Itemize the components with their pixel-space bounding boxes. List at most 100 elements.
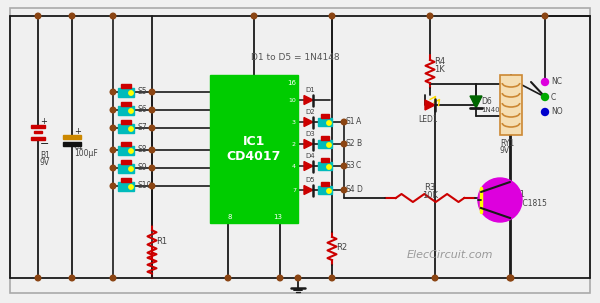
Text: D2: D2 — [305, 109, 314, 115]
Circle shape — [327, 165, 331, 169]
Circle shape — [327, 121, 331, 125]
Text: A: A — [356, 116, 361, 125]
Text: NC: NC — [551, 78, 562, 86]
Text: 8: 8 — [228, 214, 232, 220]
Bar — [121, 178, 131, 181]
Text: D1 to D5 = 1N4148: D1 to D5 = 1N4148 — [251, 54, 340, 62]
Circle shape — [110, 107, 116, 113]
Text: S1: S1 — [346, 116, 355, 125]
Circle shape — [542, 94, 548, 101]
Text: Q1: Q1 — [514, 191, 526, 199]
Circle shape — [129, 185, 133, 189]
Text: R4: R4 — [434, 58, 445, 66]
Circle shape — [542, 78, 548, 85]
Bar — [318, 186, 332, 194]
Bar — [118, 88, 134, 96]
Text: S4: S4 — [346, 185, 356, 194]
Bar — [121, 84, 131, 88]
Circle shape — [327, 143, 331, 147]
Text: S7: S7 — [137, 122, 146, 132]
Bar — [121, 119, 131, 124]
Circle shape — [35, 275, 41, 281]
Text: S10: S10 — [137, 181, 151, 189]
Circle shape — [507, 275, 513, 281]
Polygon shape — [304, 161, 313, 171]
Text: D3: D3 — [305, 131, 315, 137]
Circle shape — [508, 275, 514, 281]
Circle shape — [427, 13, 433, 19]
Circle shape — [129, 149, 133, 153]
Text: R1: R1 — [156, 238, 167, 247]
Text: +: + — [74, 128, 81, 136]
Bar — [321, 114, 329, 118]
Circle shape — [478, 178, 522, 222]
Text: 2: 2 — [292, 142, 296, 146]
Text: S8: S8 — [137, 145, 146, 154]
Bar — [118, 124, 134, 132]
Text: D: D — [356, 185, 362, 194]
Text: S3: S3 — [346, 161, 356, 169]
Circle shape — [149, 89, 155, 95]
Bar — [118, 181, 134, 191]
Circle shape — [251, 13, 257, 19]
Text: −: − — [40, 139, 49, 149]
Text: +: + — [40, 116, 47, 125]
Text: C: C — [356, 161, 361, 169]
Circle shape — [542, 108, 548, 115]
Text: 9V: 9V — [40, 158, 50, 167]
Circle shape — [110, 165, 116, 171]
Polygon shape — [304, 118, 313, 126]
Circle shape — [341, 163, 347, 169]
Bar — [321, 158, 329, 162]
Bar — [118, 145, 134, 155]
Circle shape — [129, 167, 133, 171]
Text: D5: D5 — [305, 177, 314, 183]
Circle shape — [69, 13, 75, 19]
Bar — [121, 142, 131, 145]
Circle shape — [341, 187, 347, 193]
Text: 10: 10 — [288, 98, 296, 102]
Text: RY1: RY1 — [500, 139, 514, 148]
Bar — [121, 159, 131, 164]
Bar — [118, 105, 134, 115]
Bar — [321, 136, 329, 140]
Bar — [318, 162, 332, 170]
Text: 3: 3 — [292, 119, 296, 125]
Circle shape — [149, 183, 155, 189]
Text: LED1: LED1 — [418, 115, 438, 124]
Text: IC1
CD4017: IC1 CD4017 — [227, 135, 281, 163]
Bar — [318, 118, 332, 126]
Polygon shape — [304, 139, 313, 148]
Circle shape — [327, 189, 331, 193]
Circle shape — [69, 275, 75, 281]
Circle shape — [329, 275, 335, 281]
Circle shape — [329, 13, 335, 19]
Polygon shape — [425, 100, 435, 110]
Circle shape — [432, 275, 438, 281]
Bar — [210, 75, 298, 223]
Text: 1N4002: 1N4002 — [481, 107, 509, 113]
Circle shape — [110, 13, 116, 19]
Circle shape — [110, 89, 116, 95]
Text: B: B — [356, 138, 361, 148]
Text: 9V: 9V — [500, 146, 510, 155]
Text: S2: S2 — [346, 138, 355, 148]
Text: 7: 7 — [292, 188, 296, 192]
Circle shape — [110, 147, 116, 153]
Text: S9: S9 — [137, 162, 146, 171]
Circle shape — [277, 275, 283, 281]
Text: 1K: 1K — [434, 65, 445, 75]
Text: B1: B1 — [40, 151, 50, 160]
Circle shape — [542, 13, 548, 19]
Circle shape — [129, 91, 133, 95]
Bar — [118, 164, 134, 172]
Bar — [63, 142, 81, 146]
Text: R2: R2 — [336, 244, 347, 252]
Text: C1: C1 — [74, 142, 84, 151]
Text: S5: S5 — [137, 86, 146, 95]
Bar — [34, 131, 42, 133]
Polygon shape — [304, 185, 313, 195]
Circle shape — [110, 275, 116, 281]
Text: R3: R3 — [424, 184, 436, 192]
Text: D6: D6 — [481, 98, 492, 106]
